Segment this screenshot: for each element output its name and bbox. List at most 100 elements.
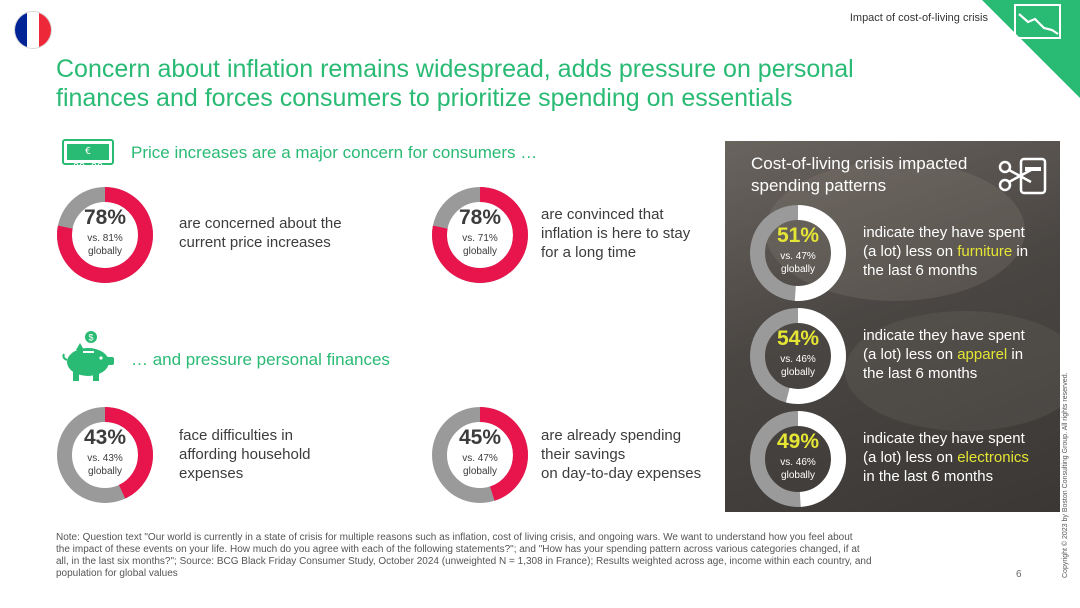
stat-global-comparison: vs. 46%	[780, 457, 816, 468]
france-flag-icon	[15, 12, 51, 48]
highlighted-category: furniture	[957, 243, 1013, 260]
donut-chart	[57, 187, 153, 283]
donut-stat-inflation-stay: 78% vs. 71% globally	[432, 187, 528, 283]
stat-text-line: their savings	[541, 446, 626, 463]
price-display-screen: € 88:88	[67, 144, 109, 173]
stat-text-line: are convinced that	[541, 206, 664, 223]
euro-price-display-icon: € 88:88	[62, 139, 114, 173]
page-number: 6	[1016, 569, 1022, 580]
stat-global-label: globally	[88, 466, 122, 477]
donut-chart	[750, 205, 846, 301]
stat-percent: 78%	[83, 206, 127, 229]
stat-global-comparison: vs. 46%	[780, 354, 816, 365]
panel-text-fragment: (a lot) less on	[863, 346, 958, 363]
panel-text-line: the last 6 months	[863, 262, 978, 279]
panel-text-line: (a lot) less on furniture in	[863, 242, 1053, 261]
panel-text-line: (a lot) less on electronics	[863, 448, 1053, 467]
panel-background-shape	[845, 311, 1060, 431]
footnote: Note: Question text "Our world is curren…	[56, 532, 986, 580]
panel-title-line: Cost-of-living crisis impacted	[751, 154, 968, 173]
piggy-bank-icon: $	[62, 331, 114, 381]
stat-text-line: on day-to-day expenses	[541, 465, 702, 482]
donut-stat-concerned: 78% vs. 81% globally	[57, 187, 153, 283]
stat-percent: 51%	[776, 224, 820, 247]
section-label: Impact of cost-of-living crisis	[849, 12, 988, 24]
stat-global-label: globally	[781, 367, 815, 378]
stat-percent: 49%	[776, 430, 820, 453]
page-title: Concern about inflation remains widespre…	[56, 55, 956, 113]
donut-stat-electronics: 49% vs. 46% globally	[750, 411, 846, 507]
panel-text-line: the last 6 months	[863, 365, 978, 382]
stat-text-line: expenses	[179, 465, 244, 482]
stat-global-comparison: vs. 47%	[780, 251, 816, 262]
panel-text-fragment: in	[1012, 243, 1029, 260]
donut-chart	[57, 407, 153, 503]
copyright-notice: Copyright © 2023 by Boston Consulting Gr…	[1062, 372, 1069, 578]
donut-stat-spending-savings: 45% vs. 47% globally	[432, 407, 528, 503]
flag-stripe-red	[39, 12, 51, 48]
footnote-line: all, in the last six months?"; Source: B…	[56, 556, 872, 567]
panel-text-line: (a lot) less on apparel in	[863, 345, 1053, 364]
stat-text-line: are already spending	[541, 427, 682, 444]
stat-percent: 43%	[83, 426, 127, 449]
stat-global-comparison: vs. 81%	[87, 233, 123, 244]
stat-global-label: globally	[781, 264, 815, 275]
stat-global-label: globally	[88, 246, 122, 257]
stat-text-line: face difficulties in	[179, 427, 293, 444]
donut-chart	[432, 187, 528, 283]
section1-heading: Price increases are a major concern for …	[131, 143, 538, 162]
donut-arc	[432, 407, 528, 503]
panel-text-line: indicate they have spent	[863, 430, 1025, 447]
donut-arc	[57, 187, 153, 283]
footnote-line: the impact of these events on your life.…	[56, 544, 860, 555]
donut-arc	[57, 407, 153, 503]
stat-description: are concerned about the current price in…	[179, 214, 342, 252]
stat-description: are convinced that inflation is here to …	[541, 205, 690, 262]
footnote-line: Note: Question text "Our world is curren…	[56, 532, 853, 543]
donut-chart	[750, 308, 846, 404]
stat-description: face difficulties in affording household…	[179, 426, 311, 483]
panel-text-line: indicate they have spent	[863, 327, 1025, 344]
stat-percent: 54%	[776, 327, 820, 350]
stat-description: are already spending their savings on da…	[541, 426, 701, 483]
donut-arc	[750, 411, 846, 507]
price-display-text: € 88:88	[72, 146, 104, 173]
spending-patterns-panel: Cost-of-living crisis impacted spending …	[725, 141, 1060, 512]
panel-text-fragment: in	[1007, 346, 1024, 363]
panel-stat-description: indicate they have spent (a lot) less on…	[863, 326, 1053, 383]
footnote-line: population for global values	[56, 568, 178, 579]
scissors-cutting-card-icon	[998, 157, 1047, 195]
highlighted-category: apparel	[957, 346, 1008, 363]
svg-text:$: $	[88, 333, 93, 343]
stat-percent: 78%	[458, 206, 502, 229]
donut-stat-household-expenses: 43% vs. 43% globally	[57, 407, 153, 503]
flag-stripe-white	[27, 12, 39, 48]
donut-arc	[432, 187, 528, 283]
stat-percent: 45%	[458, 426, 502, 449]
stat-global-comparison: vs. 47%	[462, 453, 498, 464]
stat-global-label: globally	[463, 466, 497, 477]
title-line-2: finances and forces consumers to priorit…	[56, 84, 793, 112]
stat-text-line: affording household	[179, 446, 311, 463]
stat-global-comparison: vs. 43%	[87, 453, 123, 464]
panel-text-line: in the last 6 months	[863, 468, 994, 485]
panel-stat-description: indicate they have spent (a lot) less on…	[863, 429, 1053, 486]
corner-decline-chart-icon	[982, 0, 1080, 98]
stat-global-comparison: vs. 71%	[462, 233, 498, 244]
panel-title: Cost-of-living crisis impacted spending …	[751, 153, 1001, 197]
stat-global-label: globally	[463, 246, 497, 257]
donut-arc	[750, 308, 846, 404]
donut-stat-furniture: 51% vs. 47% globally	[750, 205, 846, 301]
panel-background-shape	[765, 161, 1025, 301]
panel-text-line: indicate they have spent	[863, 224, 1025, 241]
stat-text-line: are concerned about the	[179, 215, 342, 232]
panel-title-line: spending patterns	[751, 176, 887, 195]
donut-stat-apparel: 54% vs. 46% globally	[750, 308, 846, 404]
flag-stripe-blue	[15, 12, 27, 48]
donut-arc	[750, 205, 846, 301]
stat-global-label: globally	[781, 470, 815, 481]
stat-text-line: for a long time	[541, 244, 637, 261]
highlighted-category: electronics	[957, 449, 1029, 466]
donut-chart	[750, 411, 846, 507]
donut-chart	[432, 407, 528, 503]
